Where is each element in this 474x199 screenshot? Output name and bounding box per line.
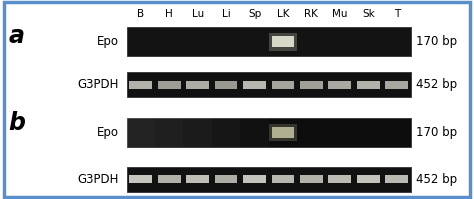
Text: Lu: Lu — [191, 9, 204, 19]
Bar — [243, 175, 266, 183]
Bar — [215, 81, 237, 89]
FancyBboxPatch shape — [4, 2, 470, 197]
Bar — [158, 175, 181, 183]
Bar — [129, 175, 152, 183]
Bar — [186, 81, 209, 89]
Bar — [240, 118, 269, 147]
Bar — [357, 175, 380, 183]
Bar — [269, 124, 297, 141]
Text: B: B — [137, 9, 145, 19]
Text: 452 bp: 452 bp — [416, 78, 457, 91]
Bar — [215, 175, 237, 183]
Bar — [272, 175, 294, 183]
Text: Sp: Sp — [248, 9, 261, 19]
Bar — [243, 81, 266, 89]
Text: Li: Li — [222, 9, 230, 19]
Bar — [127, 167, 411, 191]
Text: Sk: Sk — [362, 9, 374, 19]
Bar — [129, 81, 152, 89]
Bar — [385, 175, 408, 183]
Bar — [269, 33, 297, 51]
Text: b: b — [9, 111, 26, 136]
Bar — [272, 81, 294, 89]
Text: 170 bp: 170 bp — [416, 35, 457, 48]
Bar — [155, 118, 183, 147]
Text: Epo: Epo — [97, 126, 118, 139]
Bar — [127, 118, 411, 147]
Text: G3PDH: G3PDH — [77, 78, 118, 91]
Bar — [357, 81, 380, 89]
Bar — [127, 72, 411, 97]
Text: a: a — [9, 24, 25, 48]
Bar — [300, 81, 323, 89]
Text: RK: RK — [304, 9, 319, 19]
Text: 170 bp: 170 bp — [416, 126, 457, 139]
Bar — [212, 118, 240, 147]
Bar — [272, 36, 294, 47]
Bar — [272, 127, 294, 138]
Text: LK: LK — [277, 9, 289, 19]
Bar — [183, 118, 212, 147]
Text: T: T — [393, 9, 400, 19]
Bar — [158, 81, 181, 89]
Text: Mu: Mu — [332, 9, 347, 19]
Text: 452 bp: 452 bp — [416, 173, 457, 186]
Bar — [186, 175, 209, 183]
Text: G3PDH: G3PDH — [77, 173, 118, 186]
Bar — [127, 118, 155, 147]
Bar — [127, 27, 411, 56]
Bar — [385, 81, 408, 89]
Bar — [300, 175, 323, 183]
Bar — [328, 81, 351, 89]
Text: Epo: Epo — [97, 35, 118, 48]
Bar — [328, 175, 351, 183]
Text: H: H — [165, 9, 173, 19]
